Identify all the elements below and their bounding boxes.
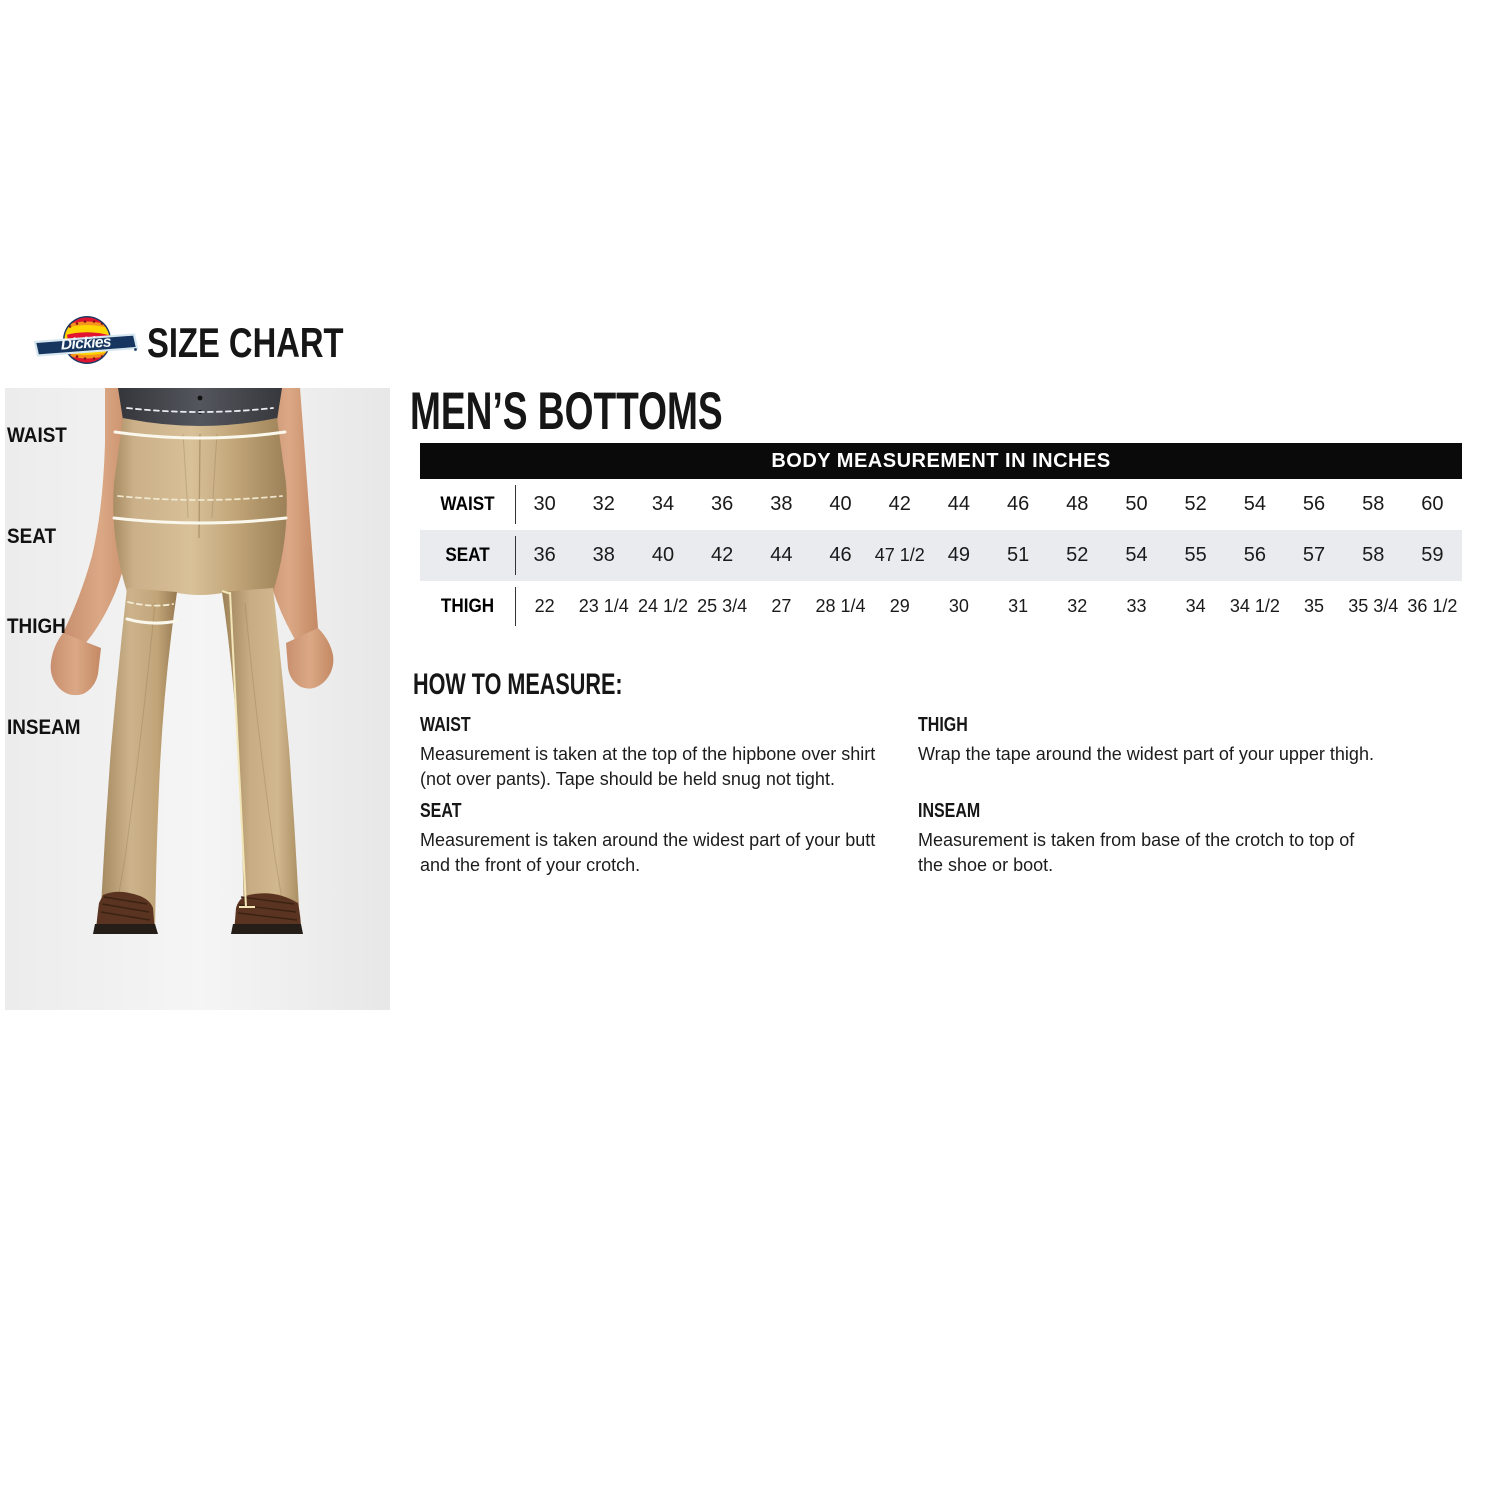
svg-text:Dickies: Dickies xyxy=(60,333,112,353)
